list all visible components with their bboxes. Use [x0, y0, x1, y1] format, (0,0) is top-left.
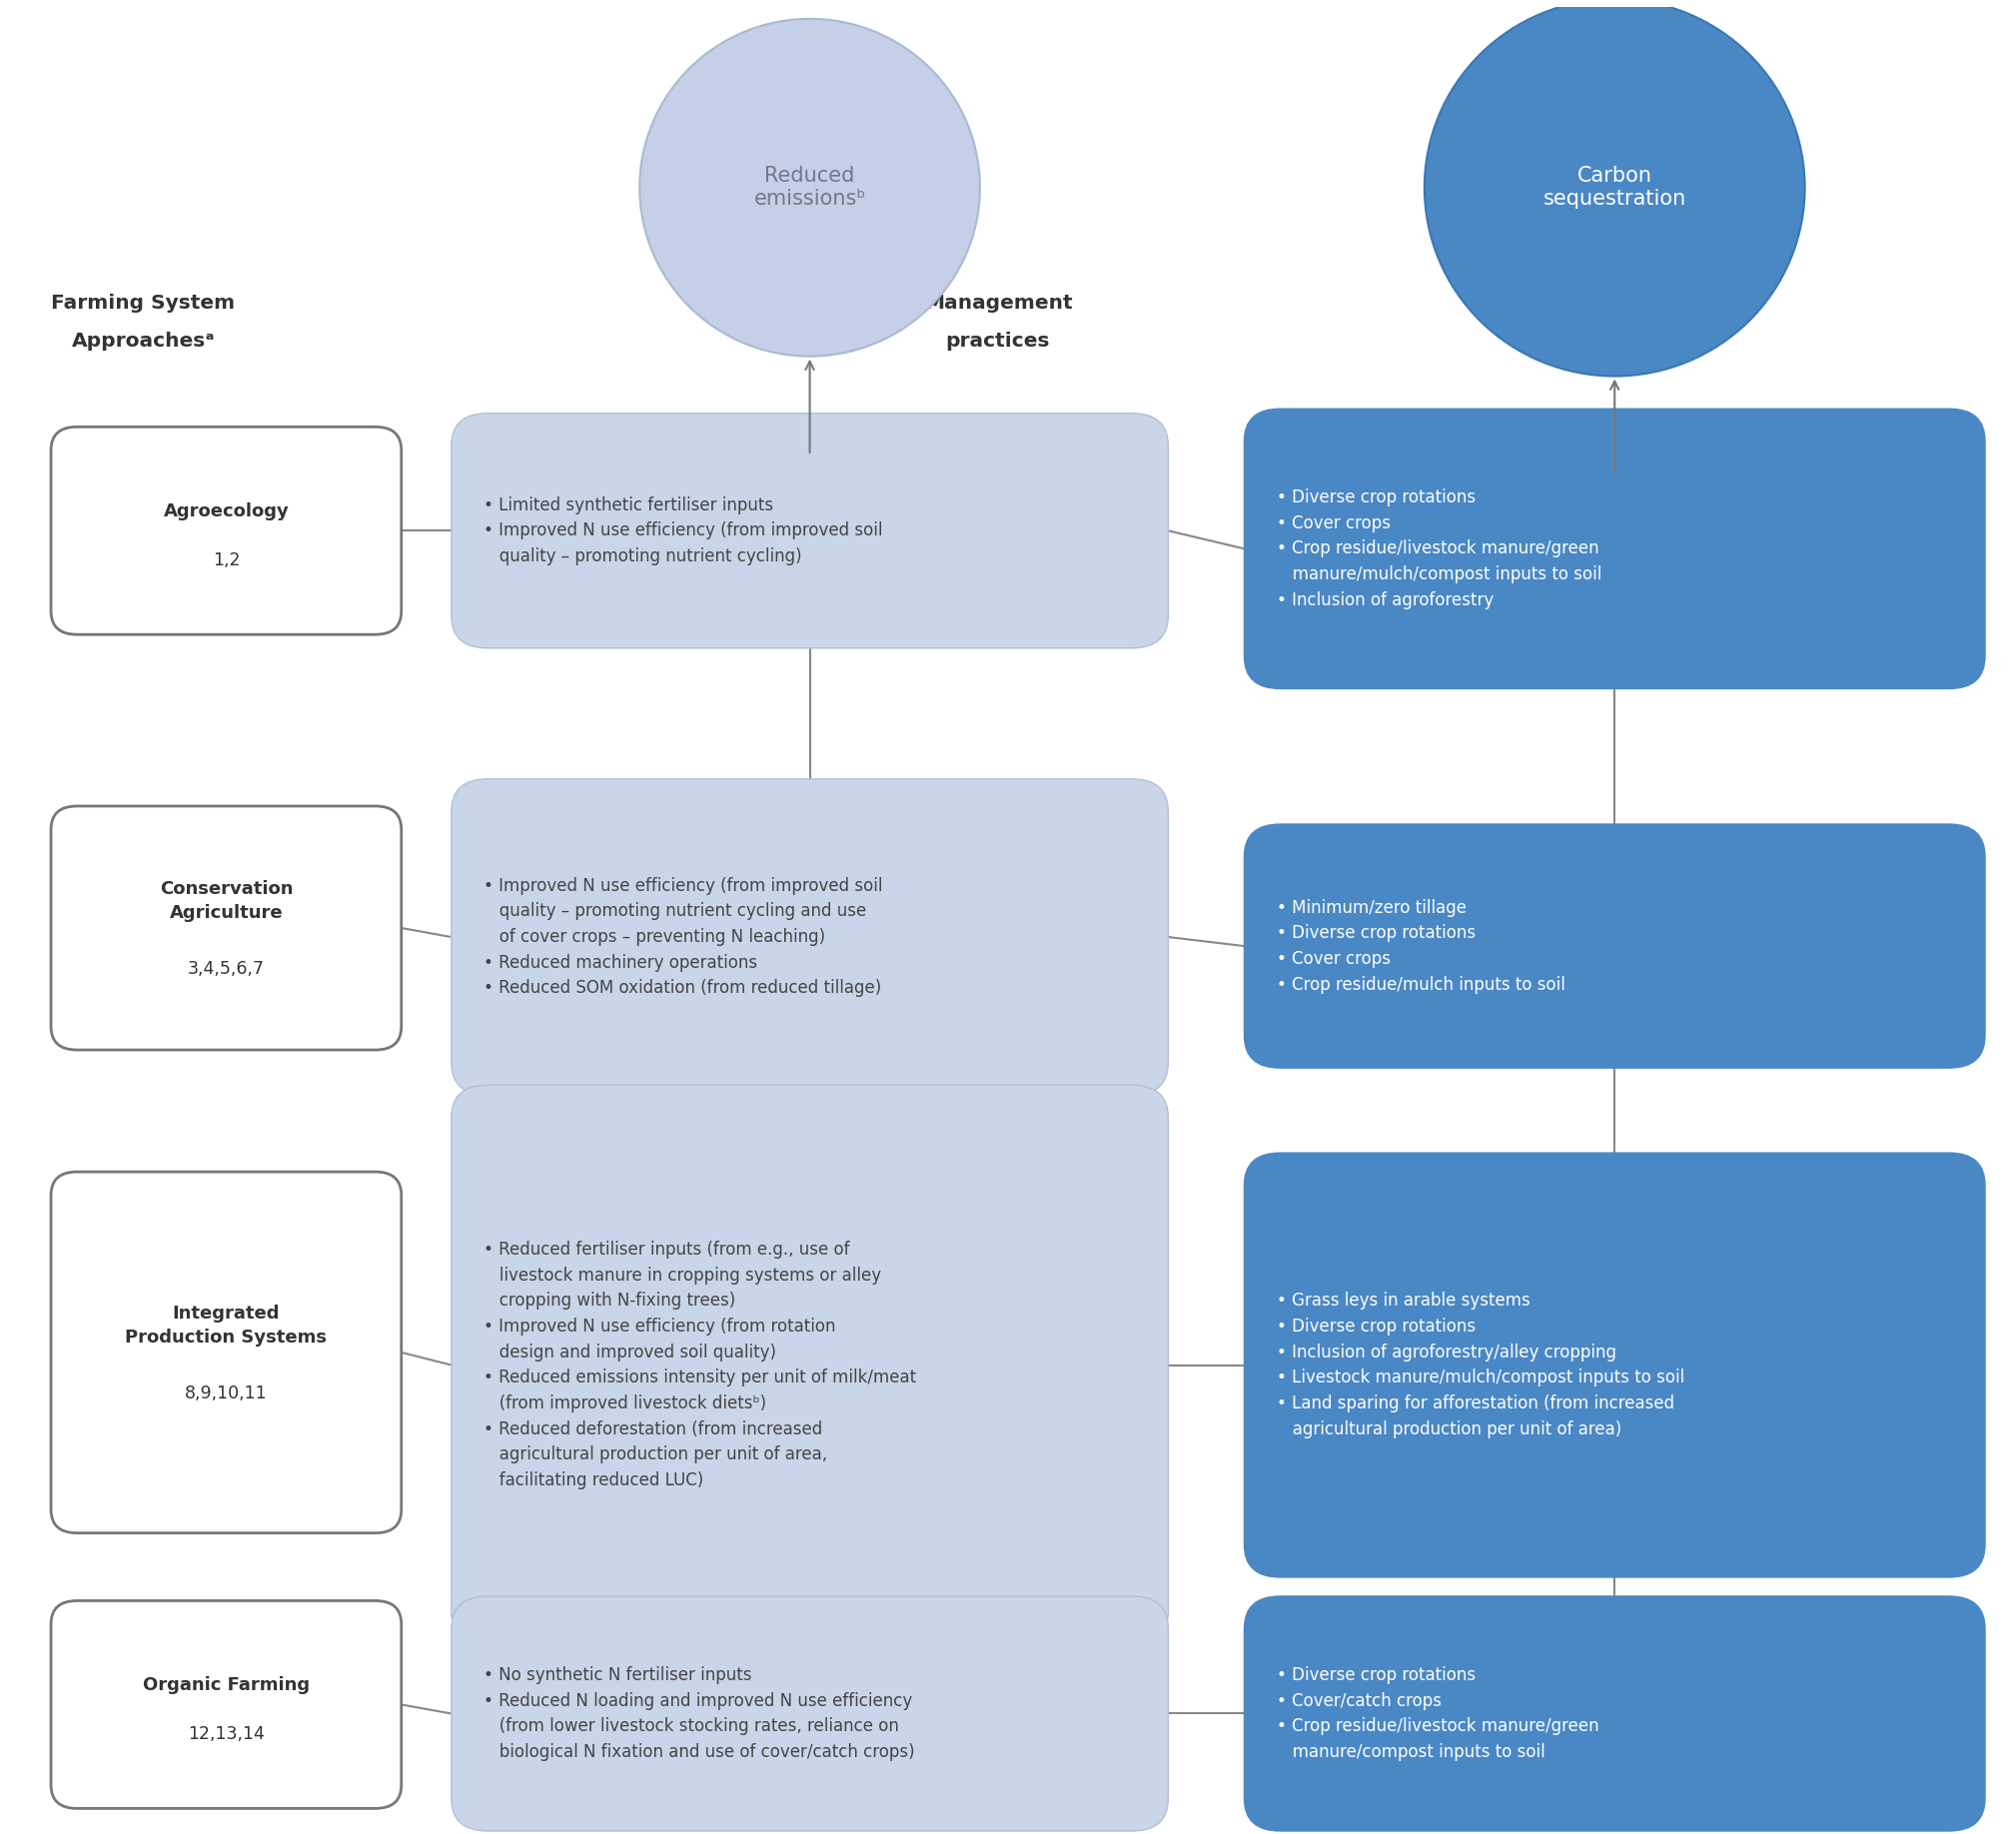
FancyBboxPatch shape	[50, 427, 401, 635]
Text: • Diverse crop rotations
• Cover crops
• Crop residue/livestock manure/green
   : • Diverse crop rotations • Cover crops •…	[1276, 488, 1601, 609]
FancyBboxPatch shape	[1244, 1596, 1986, 1830]
Text: • Improved N use efficiency (from improved soil
   quality – promoting nutrient : • Improved N use efficiency (from improv…	[484, 877, 883, 998]
Text: • Minimum/zero tillage
• Diverse crop rotations
• Cover crops
• Crop residue/mul: • Minimum/zero tillage • Diverse crop ro…	[1276, 899, 1564, 994]
Text: Approachesᵃ: Approachesᵃ	[71, 332, 216, 350]
Text: 3,4,5,6,7: 3,4,5,6,7	[187, 959, 264, 978]
Text: • Diverse crop rotations
• Cover/catch crops
• Crop residue/livestock manure/gre: • Diverse crop rotations • Cover/catch c…	[1276, 1665, 1599, 1761]
Text: Agroecology: Agroecology	[163, 503, 288, 521]
Ellipse shape	[639, 18, 980, 356]
Text: • Reduced fertiliser inputs (from e.g., use of
   livestock manure in cropping s: • Reduced fertiliser inputs (from e.g., …	[484, 1240, 915, 1489]
Text: • Limited synthetic fertiliser inputs
• Improved N use efficiency (from improved: • Limited synthetic fertiliser inputs • …	[484, 495, 883, 565]
Text: Integrated
Production Systems: Integrated Production Systems	[125, 1304, 327, 1346]
FancyBboxPatch shape	[50, 807, 401, 1049]
Text: Carbon
sequestration: Carbon sequestration	[1542, 165, 1685, 209]
FancyBboxPatch shape	[452, 413, 1167, 647]
FancyBboxPatch shape	[452, 1086, 1167, 1645]
Text: • Grass leys in arable systems
• Diverse crop rotations
• Inclusion of agrofores: • Grass leys in arable systems • Diverse…	[1276, 1291, 1683, 1438]
FancyBboxPatch shape	[50, 1601, 401, 1808]
FancyBboxPatch shape	[452, 779, 1167, 1095]
Text: 1,2: 1,2	[212, 550, 240, 569]
Text: • No synthetic N fertiliser inputs
• Reduced N loading and improved N use effici: • No synthetic N fertiliser inputs • Red…	[484, 1665, 915, 1761]
Text: Farming System: Farming System	[50, 293, 236, 312]
Text: Conservation
Agriculture: Conservation Agriculture	[159, 880, 292, 923]
Text: practices: practices	[946, 332, 1050, 350]
Text: Organic Farming: Organic Farming	[143, 1676, 310, 1695]
FancyBboxPatch shape	[1244, 1154, 1986, 1577]
FancyBboxPatch shape	[50, 1172, 401, 1533]
FancyBboxPatch shape	[1244, 409, 1986, 690]
FancyBboxPatch shape	[1244, 823, 1986, 1067]
Text: Management: Management	[923, 293, 1073, 312]
FancyBboxPatch shape	[452, 1596, 1167, 1830]
Text: 12,13,14: 12,13,14	[187, 1724, 264, 1742]
Ellipse shape	[1425, 0, 1804, 376]
Text: 8,9,10,11: 8,9,10,11	[185, 1385, 268, 1401]
Text: Reduced
emissionsᵇ: Reduced emissionsᵇ	[754, 165, 867, 209]
